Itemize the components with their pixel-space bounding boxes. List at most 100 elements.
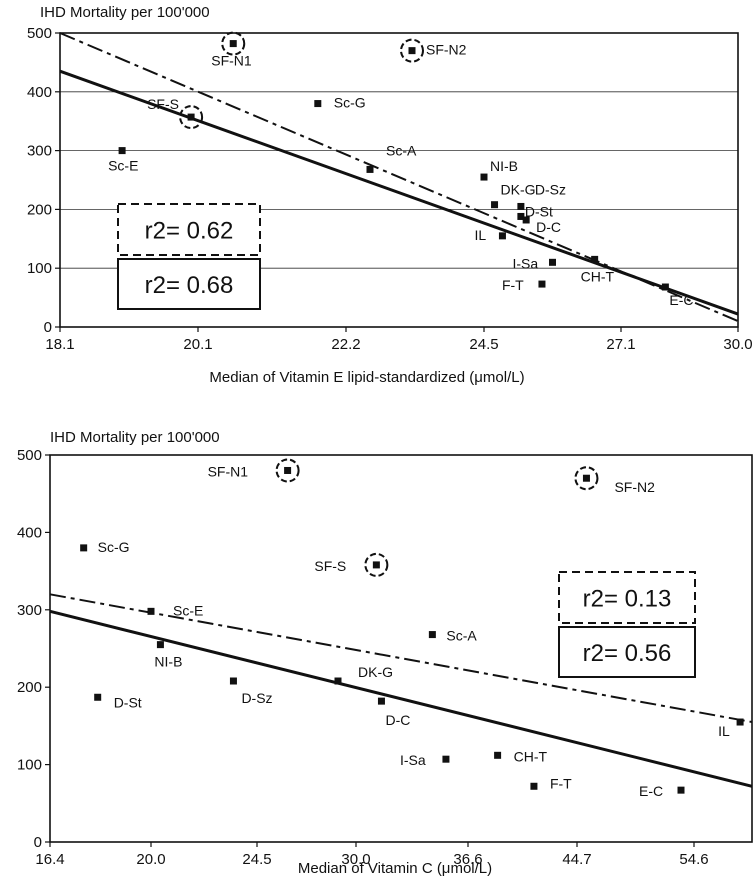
- point-label: IL: [718, 723, 730, 739]
- x-axis-label: Median of Vitamin C (μmol/L): [298, 860, 492, 877]
- point-label: Sc-A: [446, 628, 477, 644]
- point-label: I-Sa: [513, 255, 539, 271]
- data-point: [522, 216, 530, 224]
- point-label: F-T: [550, 775, 572, 791]
- data-point: [118, 147, 126, 155]
- outlier-circle: [400, 38, 424, 63]
- point-label: CH-T: [581, 268, 615, 284]
- regression-line-solid: [49, 609, 753, 788]
- point-label: E-C: [639, 783, 663, 799]
- data-point: [661, 283, 669, 291]
- point-label: E-C: [669, 292, 693, 308]
- data-point: [366, 165, 374, 173]
- data-point: [530, 782, 538, 790]
- y-tick-label: 0: [44, 319, 52, 336]
- point-label: DK-G: [358, 664, 393, 680]
- point-label: D-Sz: [241, 690, 272, 706]
- outlier-circle: [364, 552, 389, 577]
- data-point: [377, 697, 385, 705]
- data-point: [538, 280, 546, 288]
- y-axis-label: IHD Mortality per 100'000: [40, 4, 210, 21]
- data-point: [549, 258, 556, 266]
- x-tick-label: 36.6: [453, 851, 482, 868]
- point-label: CH-T: [514, 748, 548, 764]
- data-point: [94, 693, 102, 701]
- point-label: D-C: [385, 712, 410, 728]
- data-point: [582, 474, 590, 482]
- x-tick-label: 16.4: [35, 851, 64, 868]
- point-label: SF-S: [147, 96, 179, 112]
- y-tick-label: 500: [27, 25, 52, 42]
- x-tick-label: 24.5: [242, 851, 271, 868]
- point-label: I-Sa: [400, 752, 426, 768]
- data-point: [736, 718, 744, 726]
- point-label: D-St: [525, 203, 553, 219]
- x-tick-label: 18.1: [45, 336, 74, 353]
- r2-box-solid: [558, 626, 696, 678]
- x-tick-label: 27.1: [606, 336, 635, 353]
- point-label: Sc-A: [386, 142, 417, 158]
- chart-panel-2: 0 100 200 300 400 500 16.4 20.0 24.5 30.0 36.6 44.7…: [17, 429, 753, 877]
- x-tick-label: 44.7: [562, 851, 591, 868]
- outlier-circle: [221, 31, 246, 56]
- y-tick-label: 100: [27, 260, 52, 277]
- point-label: NI-B: [154, 654, 182, 670]
- y-tick-label: 400: [27, 84, 52, 101]
- y-axis-label: IHD Mortality per 100'000: [50, 429, 220, 446]
- data-point: [442, 755, 450, 763]
- data-point: [491, 201, 499, 209]
- x-axis-label: Median of Vitamin E lipid-standardized (…: [209, 369, 524, 386]
- point-label: DK-G: [501, 182, 536, 198]
- point-label: D-Sz: [535, 181, 566, 197]
- r2-box-solid: [117, 258, 261, 310]
- point-label: D-C: [536, 219, 561, 235]
- point-label: IL: [474, 227, 486, 243]
- plot-frame: [49, 454, 753, 843]
- data-point: [480, 173, 488, 181]
- data-point: [498, 232, 506, 240]
- x-tick-label: 30.0: [341, 851, 370, 868]
- y-tick-label: 400: [17, 524, 42, 541]
- data-point: [517, 212, 525, 220]
- y-tick-label: 200: [27, 201, 52, 218]
- outlier-circle: [275, 458, 300, 483]
- data-point: [517, 202, 525, 210]
- y-tick-label: 0: [34, 834, 42, 851]
- point-label: D-St: [114, 694, 142, 710]
- r2-box-dashed: [558, 571, 696, 624]
- x-tick-label: 22.2: [331, 336, 360, 353]
- data-point: [677, 786, 685, 794]
- x-tick-label: 20.0: [136, 851, 165, 868]
- x-tick-label: 20.1: [183, 336, 212, 353]
- x-tick-label: 54.6: [679, 851, 708, 868]
- point-label: Sc-G: [98, 539, 130, 555]
- regression-line-solid: [59, 69, 739, 316]
- plot-frame: [59, 32, 739, 328]
- point-label: Sc-G: [334, 95, 366, 111]
- data-point: [284, 466, 292, 474]
- r2-label: r2= 0.62: [145, 218, 234, 245]
- y-tick-label: 300: [27, 143, 52, 160]
- chart-panel-1: 0 100 200 300 400 500 18.1 20.1 22.2 24.5 27.1 30.0…: [27, 4, 753, 386]
- point-label: SF-N2: [614, 479, 655, 495]
- data-point: [372, 561, 380, 569]
- data-point: [314, 100, 322, 108]
- data-point: [80, 544, 88, 552]
- y-tick-label: 200: [17, 679, 42, 696]
- data-point: [187, 113, 195, 121]
- data-point: [229, 40, 237, 48]
- point-label: SF-N1: [211, 53, 252, 69]
- outlier-circle: [179, 105, 204, 130]
- y-tick-label: 500: [17, 447, 42, 464]
- point-label: Sc-E: [108, 158, 138, 174]
- data-point: [494, 751, 502, 759]
- data-point: [334, 677, 342, 685]
- r2-box-dashed: [117, 203, 261, 256]
- r2-label: r2= 0.56: [583, 640, 672, 667]
- y-tick-label: 100: [17, 757, 42, 774]
- point-label: NI-B: [490, 158, 518, 174]
- data-point: [147, 607, 155, 615]
- data-point: [591, 255, 599, 263]
